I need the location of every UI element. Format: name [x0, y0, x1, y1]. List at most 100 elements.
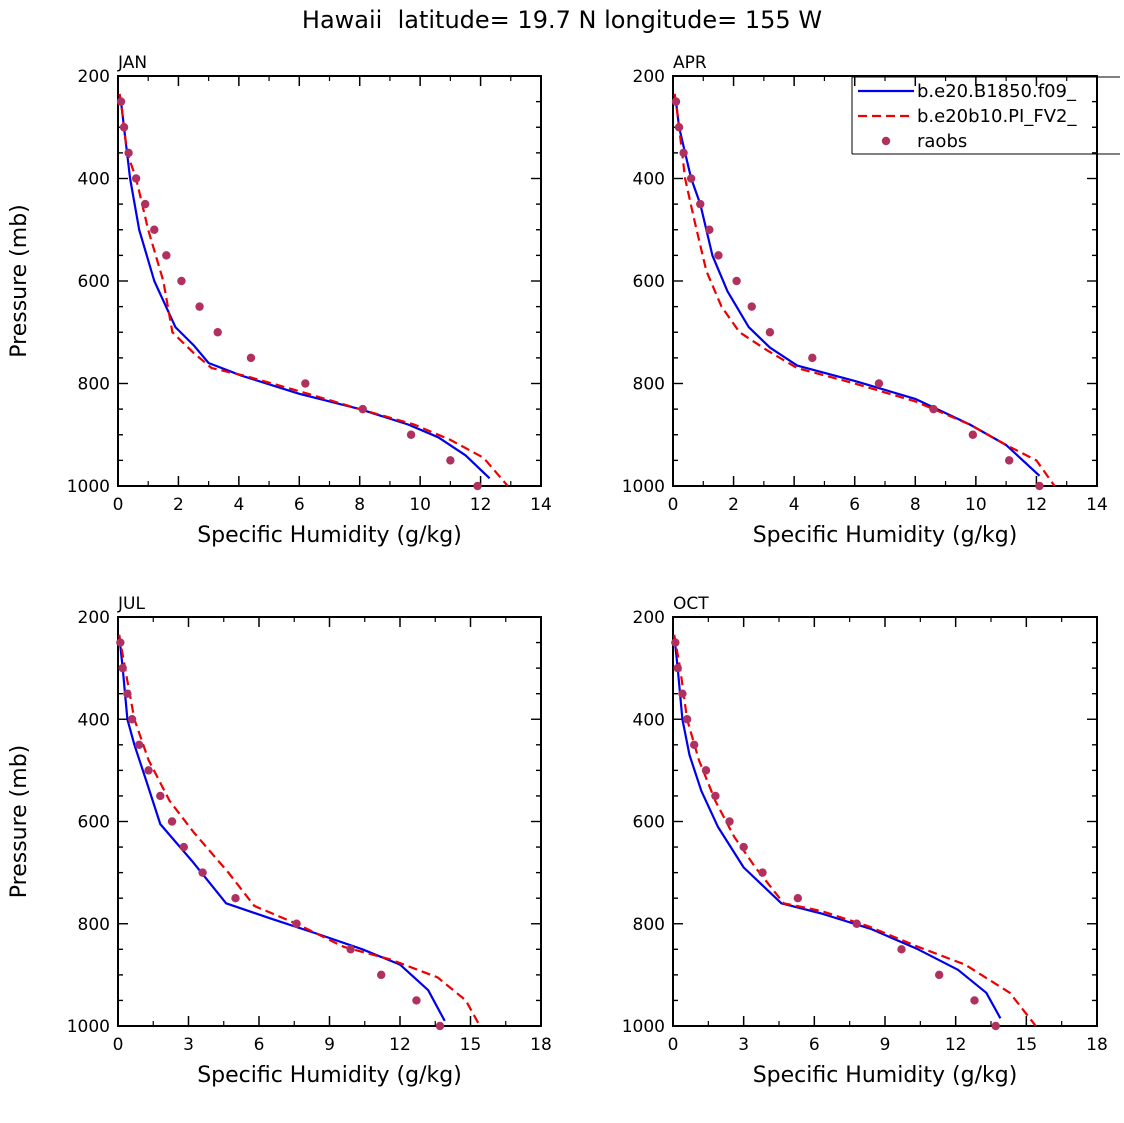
raobs-point [292, 919, 301, 928]
x-tick-label: 6 [294, 495, 305, 515]
raobs-point [446, 456, 455, 465]
raobs-point [808, 353, 817, 363]
raobs-point [412, 996, 421, 1005]
raobs-point [124, 148, 133, 158]
raobs-point [377, 970, 386, 980]
series-line-b-e20b10-pi [118, 93, 509, 487]
panel-label: OCT [673, 594, 709, 614]
y-tick-label: 800 [78, 375, 110, 395]
raobs-point [144, 766, 153, 775]
x-axis-label: Specific Humidity (g/kg) [753, 1063, 1018, 1088]
y-tick-label: 600 [633, 813, 665, 833]
raobs-point [167, 817, 177, 826]
series-line-b-e20-b1850 [673, 634, 1002, 1019]
raobs-point [793, 893, 803, 903]
y-tick-label: 800 [78, 915, 110, 935]
x-tick-label: 9 [324, 1035, 335, 1055]
x-tick-label: 3 [183, 1035, 194, 1055]
raobs-point [1004, 456, 1014, 465]
raobs-point [134, 740, 144, 750]
x-tick-label: 0 [113, 495, 124, 515]
panel-label: APR [673, 53, 707, 73]
raobs-point [690, 740, 699, 750]
x-tick-label: 6 [809, 1035, 820, 1055]
raobs-point [179, 842, 188, 852]
y-tick-label: 600 [78, 272, 110, 292]
y-tick-label: 1000 [67, 477, 110, 497]
x-tick-label: 12 [470, 495, 492, 515]
raobs-point [686, 174, 696, 183]
raobs-point [198, 868, 207, 877]
raobs-point [118, 663, 127, 673]
legend: b.e20.B1850.f09_ b.e20b10.PI_FV2_raobs [851, 76, 1120, 155]
y-tick-label: 800 [633, 375, 665, 395]
raobs-point [711, 791, 720, 801]
x-tick-label: 18 [1086, 1035, 1108, 1055]
raobs-point [213, 328, 222, 337]
raobs-point [732, 276, 741, 286]
x-tick-label: 3 [738, 1035, 749, 1055]
raobs-point [739, 842, 748, 852]
raobs-point [127, 715, 137, 724]
x-tick-label: 12 [1026, 495, 1048, 515]
raobs-point [678, 689, 687, 698]
y-tick-label: 200 [78, 608, 110, 628]
series-line-b-e20-b1850 [118, 93, 491, 480]
y-tick-label: 600 [78, 813, 110, 833]
raobs-point [897, 945, 906, 954]
raobs-point [714, 251, 723, 260]
x-tick-label: 14 [530, 495, 552, 515]
raobs-point [123, 689, 132, 698]
panel-jul: 0 3 6 9 12 15 18 200 400 600 800 1000 JUL Specific Hu… [7, 594, 552, 1088]
raobs-point [671, 638, 680, 647]
panel-oct: 0 3 6 9 12 15 18 200 400 600 800 1000 OCT Specific Hu… [622, 594, 1108, 1088]
raobs-point [162, 251, 171, 260]
raobs-point [346, 945, 355, 954]
y-tick-label: 800 [633, 915, 665, 935]
y-tick-label: 600 [633, 272, 665, 292]
x-tick-label: 0 [668, 495, 679, 515]
raobs-point [406, 430, 416, 439]
x-axis-label: Specific Humidity (g/kg) [197, 523, 462, 548]
x-tick-label: 8 [910, 495, 921, 515]
x-tick-label: 10 [409, 495, 431, 515]
raobs-point [674, 123, 684, 132]
raobs-point [673, 663, 682, 673]
raobs-point [116, 97, 126, 106]
legend-label: b.e20.B1850.f09_ [917, 81, 1077, 102]
legend-label: b.e20b10.PI_FV2_ [917, 106, 1077, 127]
x-tick-label: 2 [173, 495, 184, 515]
raobs-point [140, 199, 150, 209]
x-tick-label: 4 [233, 495, 244, 515]
y-axis-label: Pressure (mb) [7, 745, 32, 899]
y-tick-label: 400 [78, 710, 110, 730]
x-tick-label: 10 [965, 495, 987, 515]
raobs-point [968, 430, 978, 439]
raobs-point [671, 97, 681, 106]
y-tick-label: 200 [633, 608, 665, 628]
y-tick-label: 400 [633, 710, 665, 730]
series-line-b-e20b10-pi [673, 93, 1056, 487]
x-tick-label: 6 [849, 495, 860, 515]
x-tick-label: 14 [1086, 495, 1108, 515]
raobs-point [177, 276, 186, 286]
series-line-b-e20b10-pi [118, 634, 481, 1027]
raobs-point [246, 353, 256, 363]
panel-label: JAN [117, 53, 147, 73]
panel-jan: 0 2 4 6 8 10 12 14 200 400 600 800 1000 JAN Specific H… [7, 53, 552, 548]
plot-frame [117, 616, 542, 1027]
series-line-b-e20-b1850 [673, 93, 1041, 477]
x-tick-label: 6 [254, 1035, 265, 1055]
x-tick-label: 15 [1016, 1035, 1038, 1055]
x-tick-label: 4 [789, 495, 800, 515]
x-tick-label: 18 [530, 1035, 552, 1055]
x-axis-label: Specific Humidity (g/kg) [753, 523, 1018, 548]
x-tick-label: 8 [354, 495, 365, 515]
raobs-point [765, 328, 775, 337]
plot-frame [672, 616, 1098, 1027]
x-tick-label: 0 [113, 1035, 124, 1055]
raobs-point [934, 970, 944, 980]
legend-marker-raobs [881, 136, 891, 146]
raobs-point [852, 919, 861, 928]
